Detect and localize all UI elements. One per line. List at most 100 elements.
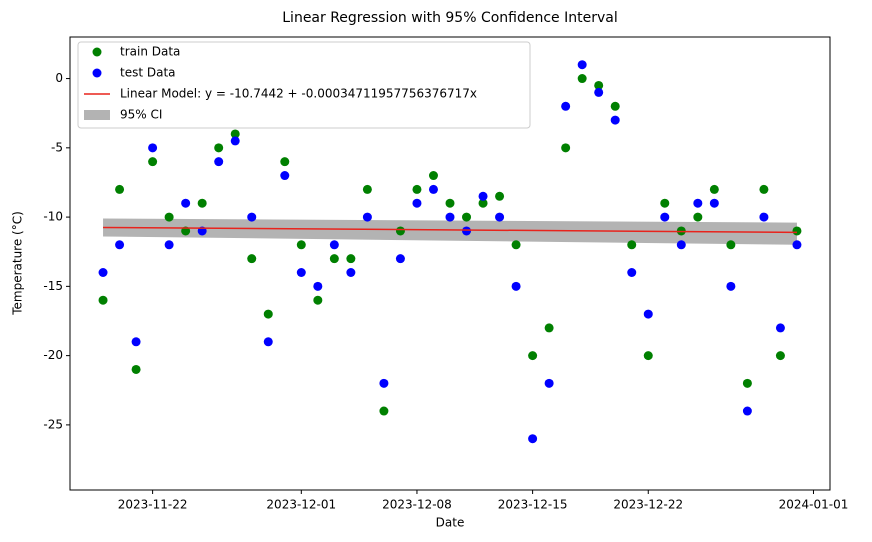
- data-point: [329, 240, 339, 250]
- data-point: [164, 212, 174, 222]
- data-point: [428, 171, 438, 181]
- legend-marker: [84, 110, 110, 120]
- data-point: [660, 198, 670, 208]
- data-point: [726, 240, 736, 250]
- data-point: [263, 309, 273, 319]
- x-axis-label: Date: [436, 516, 465, 530]
- y-tick-label: -20: [43, 348, 63, 362]
- data-point: [528, 351, 538, 361]
- data-point: [115, 184, 125, 194]
- data-point: [478, 191, 488, 201]
- y-tick-label: -15: [43, 279, 63, 293]
- data-point: [296, 268, 306, 278]
- data-point: [528, 434, 538, 444]
- data-point: [131, 364, 141, 374]
- data-point: [263, 337, 273, 347]
- data-point: [643, 309, 653, 319]
- x-tick-label: 2023-12-15: [498, 498, 568, 512]
- data-point: [693, 198, 703, 208]
- data-point: [445, 198, 455, 208]
- data-point: [395, 226, 405, 236]
- data-point: [676, 240, 686, 250]
- data-point: [511, 281, 521, 291]
- y-tick-label: -25: [43, 417, 63, 431]
- data-point: [742, 406, 752, 416]
- data-point: [660, 212, 670, 222]
- data-point: [792, 226, 802, 236]
- data-point: [775, 351, 785, 361]
- data-point: [775, 323, 785, 333]
- data-point: [610, 115, 620, 125]
- data-point: [148, 157, 158, 167]
- x-tick-label: 2023-12-08: [382, 498, 452, 512]
- data-point: [709, 184, 719, 194]
- data-point: [412, 198, 422, 208]
- data-point: [197, 198, 207, 208]
- data-point: [726, 281, 736, 291]
- data-point: [362, 212, 372, 222]
- data-point: [643, 351, 653, 361]
- data-point: [346, 254, 356, 264]
- y-tick-label: -10: [43, 210, 63, 224]
- plot-frame: [69, 36, 831, 491]
- data-point: [313, 295, 323, 305]
- y-axis-label: Temperature (°C): [11, 211, 25, 316]
- data-point: [313, 281, 323, 291]
- data-point: [742, 378, 752, 388]
- data-point: [148, 143, 158, 153]
- data-point: [395, 254, 405, 264]
- x-tick-label: 2024-01-01: [779, 498, 849, 512]
- x-tick-label: 2023-11-22: [118, 498, 188, 512]
- data-point: [214, 157, 224, 167]
- data-point: [495, 212, 505, 222]
- data-point: [792, 240, 802, 250]
- data-point: [610, 101, 620, 111]
- data-point: [379, 406, 389, 416]
- data-point: [561, 143, 571, 153]
- data-point: [544, 378, 554, 388]
- y-tick-label: -5: [51, 140, 63, 154]
- data-point: [561, 101, 571, 111]
- data-point: [693, 212, 703, 222]
- legend-label: 95% CI: [120, 108, 162, 122]
- data-point: [230, 129, 240, 139]
- data-point: [709, 198, 719, 208]
- data-point: [627, 268, 637, 278]
- data-point: [98, 295, 108, 305]
- data-point: [181, 198, 191, 208]
- data-point: [445, 212, 455, 222]
- data-point: [230, 136, 240, 146]
- legend-label: train Data: [120, 45, 180, 59]
- data-point: [329, 254, 339, 264]
- data-point: [462, 212, 472, 222]
- x-tick-label: 2023-12-01: [266, 498, 336, 512]
- data-point: [511, 240, 521, 250]
- data-point: [759, 212, 769, 222]
- legend-label: Linear Model: y = -10.7442 + -0.00034711…: [120, 87, 477, 101]
- legend-label: test Data: [120, 66, 176, 80]
- data-point: [577, 60, 587, 70]
- data-point: [362, 184, 372, 194]
- regression-line: [103, 226, 797, 234]
- data-point: [544, 323, 554, 333]
- data-point: [462, 226, 472, 236]
- data-point: [247, 212, 257, 222]
- data-point: [577, 74, 587, 84]
- data-point: [346, 268, 356, 278]
- legend-box: [77, 41, 531, 129]
- data-point: [131, 337, 141, 347]
- data-point: [214, 143, 224, 153]
- data-point: [412, 184, 422, 194]
- legend-marker: [92, 47, 102, 57]
- data-point: [627, 240, 637, 250]
- data-point: [594, 80, 604, 90]
- data-point: [478, 198, 488, 208]
- data-point: [495, 191, 505, 201]
- x-tick-label: 2023-12-22: [613, 498, 683, 512]
- data-point: [247, 254, 257, 264]
- chart-title: Linear Regression with 95% Confidence In…: [282, 10, 618, 26]
- data-point: [296, 240, 306, 250]
- data-point: [428, 184, 438, 194]
